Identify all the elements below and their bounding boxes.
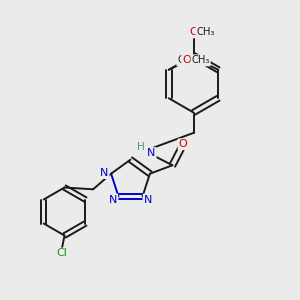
Text: O: O	[189, 27, 198, 38]
Text: O: O	[196, 56, 205, 65]
Text: N: N	[100, 168, 109, 178]
Text: CH₃: CH₃	[177, 56, 196, 65]
Text: O: O	[182, 56, 191, 65]
Text: N: N	[147, 148, 156, 158]
Text: O: O	[178, 139, 187, 149]
Text: N: N	[144, 194, 152, 205]
Text: H: H	[137, 142, 145, 152]
Text: Cl: Cl	[57, 248, 68, 259]
Text: CH₃: CH₃	[191, 56, 210, 65]
Text: CH₃: CH₃	[196, 27, 215, 38]
Text: N: N	[109, 194, 117, 205]
